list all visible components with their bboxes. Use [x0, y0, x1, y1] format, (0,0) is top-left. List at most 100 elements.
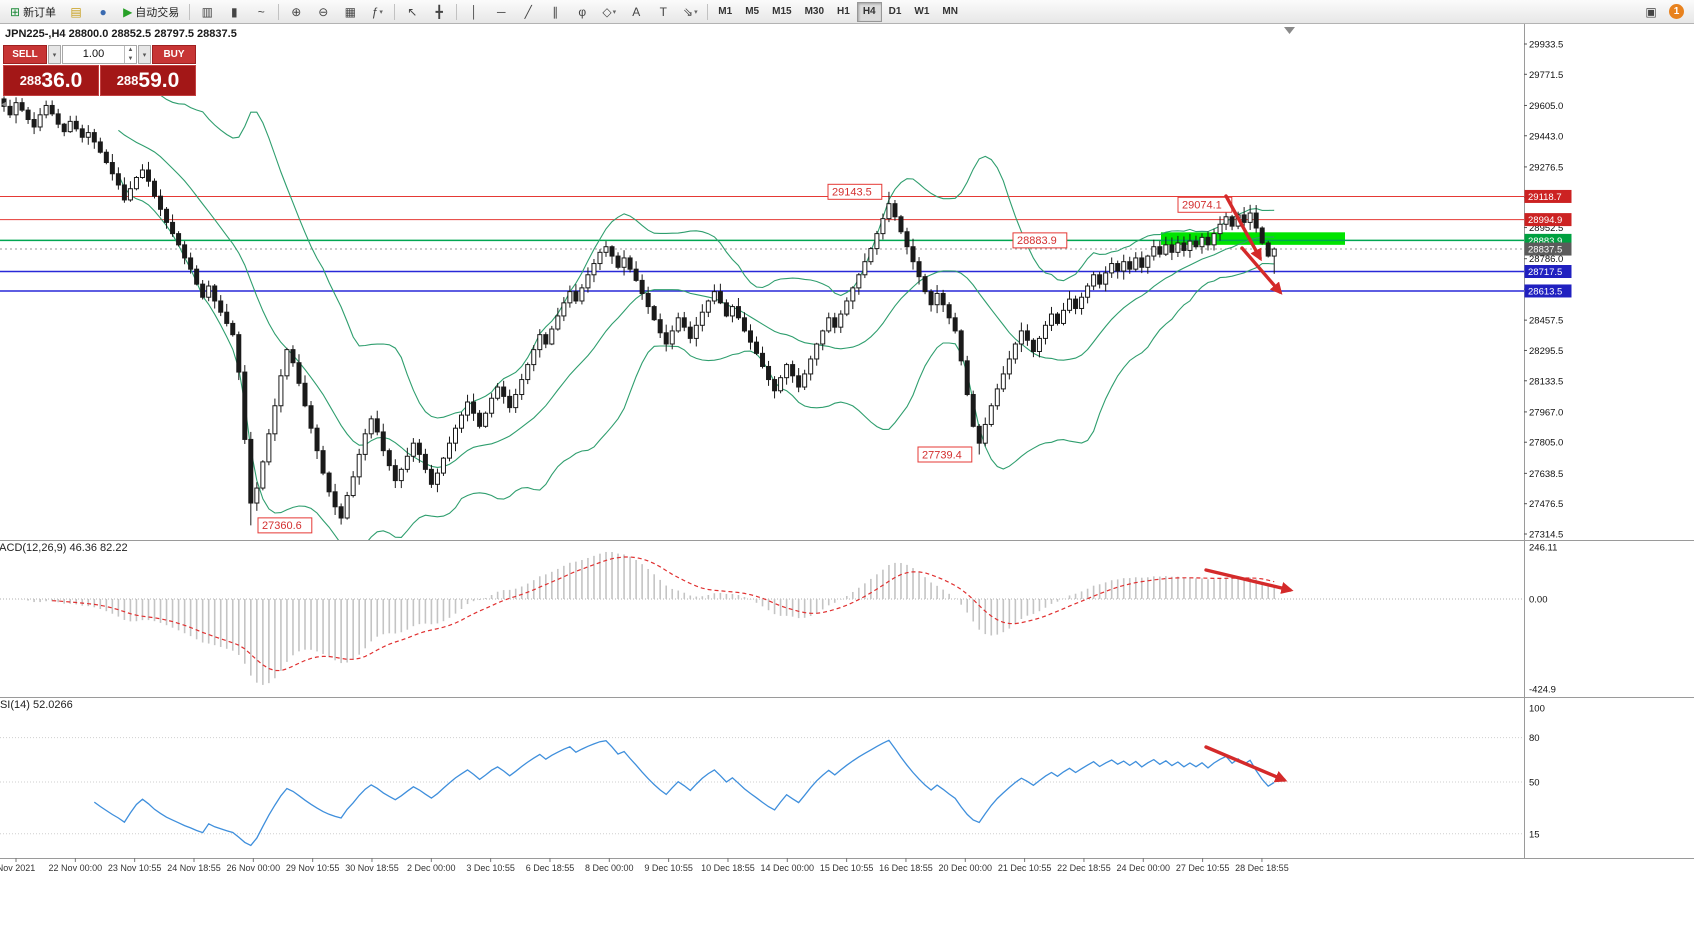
- svg-text:27360.6: 27360.6: [262, 520, 302, 532]
- svg-text:29276.5: 29276.5: [1529, 162, 1563, 173]
- arrows-tool-button[interactable]: ⇘ ▾: [677, 1, 703, 23]
- price-axis[interactable]: 29933.529771.529605.029443.029276.529114…: [1524, 40, 1572, 841]
- svg-text:30 Nov 18:55: 30 Nov 18:55: [345, 863, 399, 873]
- panel-separators: [0, 24, 1694, 859]
- chart-ohlc-title: JPN225-,H4 28800.0 28852.5 28797.5 28837…: [5, 28, 237, 40]
- svg-text:28295.5: 28295.5: [1529, 346, 1563, 357]
- sell-button[interactable]: SELL: [3, 45, 47, 64]
- svg-text:29 Nov 10:55: 29 Nov 10:55: [286, 863, 340, 873]
- ask-price-pips: 59.0: [138, 69, 180, 92]
- vertical-line-button[interactable]: │: [461, 1, 487, 23]
- panel-collapse-arrow[interactable]: ◂: [1, 99, 7, 110]
- timeframe-d1-button[interactable]: D1: [888, 6, 902, 17]
- cursor-icon: ↖: [407, 4, 418, 19]
- svg-text:27314.5: 27314.5: [1529, 530, 1563, 541]
- navigator-button[interactable]: ●: [90, 1, 116, 23]
- text-label-button[interactable]: T: [650, 1, 676, 23]
- timeframe-w1-button[interactable]: W1: [914, 6, 930, 17]
- bid-price-display[interactable]: 288 36.0: [3, 65, 99, 96]
- vertical-line-icon: │: [470, 4, 479, 19]
- candlestick-chart-button[interactable]: ▮: [221, 1, 247, 23]
- svg-text:24 Dec 00:00: 24 Dec 00:00: [1116, 863, 1170, 873]
- volume-stepper[interactable]: ▲ ▼: [124, 46, 136, 63]
- volume-value[interactable]: 1.00: [82, 48, 105, 60]
- zoom-in-button[interactable]: ⊕: [283, 1, 309, 23]
- chart-shift-marker[interactable]: [1284, 27, 1295, 34]
- bid-price-main: 288: [19, 73, 42, 88]
- time-axis[interactable]: Nov 2021 22 Nov 00:00 23 Nov 10:55 24 Nov 1…: [0, 858, 1289, 873]
- chevron-down-icon: ▾: [142, 51, 147, 59]
- bollinger-bands: [117, 81, 1275, 540]
- ask-price-main: 288: [116, 73, 139, 88]
- new-order-label: 新订单: [23, 6, 57, 19]
- svg-text:Nov 2021: Nov 2021: [0, 863, 35, 873]
- volume-field[interactable]: 1.00 ▲ ▼: [62, 45, 137, 64]
- text-icon: A: [632, 4, 641, 19]
- tile-windows-button[interactable]: ▦: [337, 1, 363, 23]
- svg-text:29143.5: 29143.5: [832, 187, 872, 199]
- shapes-button[interactable]: ◇ ▾: [596, 1, 622, 23]
- timeframe-h1-button[interactable]: H1: [837, 6, 850, 17]
- svg-text:29443.0: 29443.0: [1529, 131, 1563, 142]
- timeframe-m1-button[interactable]: M1: [718, 6, 733, 17]
- text-button[interactable]: A: [623, 1, 649, 23]
- svg-text:29933.5: 29933.5: [1529, 40, 1563, 51]
- chart-window-button[interactable]: ▣: [1638, 1, 1664, 23]
- autotrading-button[interactable]: ▶ 自动交易: [117, 1, 185, 23]
- trendline-button[interactable]: ╱: [515, 1, 541, 23]
- timeframe-h4-button[interactable]: H4: [856, 1, 882, 22]
- svg-text:29118.7: 29118.7: [1528, 192, 1562, 203]
- horizontal-line-icon: ─: [497, 4, 506, 19]
- svg-text:10 Dec 18:55: 10 Dec 18:55: [701, 863, 755, 873]
- line-chart-button[interactable]: ~: [248, 1, 274, 23]
- crosshair-button[interactable]: ╋: [426, 1, 452, 23]
- svg-text:6 Dec 18:55: 6 Dec 18:55: [526, 863, 575, 873]
- candlestick-series: [1, 96, 1277, 526]
- text-label-icon: T: [659, 4, 667, 19]
- fibonacci-button[interactable]: φ: [569, 1, 595, 23]
- notification-badge[interactable]: 1: [1669, 4, 1684, 19]
- navigator-icon: ●: [99, 4, 107, 19]
- sell-options-dropdown[interactable]: ▾: [48, 45, 61, 64]
- svg-text:29771.5: 29771.5: [1529, 70, 1563, 81]
- svg-text:28952.5: 28952.5: [1529, 223, 1563, 234]
- svg-text:14 Dec 00:00: 14 Dec 00:00: [761, 863, 815, 873]
- indicators-button[interactable]: ƒ ▾: [364, 1, 390, 23]
- toolbar-separator: [394, 3, 396, 20]
- timeframe-m30-button[interactable]: M30: [804, 6, 825, 17]
- trend-arrows: [1204, 194, 1294, 783]
- svg-text:27739.4: 27739.4: [922, 449, 962, 461]
- bar-chart-button[interactable]: ▥: [194, 1, 220, 23]
- bid-price-pips: 36.0: [41, 69, 83, 92]
- zoom-out-button[interactable]: ⊖: [310, 1, 336, 23]
- svg-text:28994.9: 28994.9: [1528, 215, 1562, 226]
- timeframe-mn-button[interactable]: MN: [942, 6, 958, 17]
- volume-up-icon[interactable]: ▲: [127, 47, 134, 53]
- buy-button[interactable]: BUY: [152, 45, 196, 64]
- channel-button[interactable]: ∥: [542, 1, 568, 23]
- volume-down-icon[interactable]: ▼: [127, 55, 134, 62]
- svg-text:27805.0: 27805.0: [1529, 438, 1563, 449]
- svg-text:28837.5: 28837.5: [1528, 245, 1562, 256]
- svg-text:28 Dec 18:55: 28 Dec 18:55: [1235, 863, 1289, 873]
- horizontal-line-button[interactable]: ─: [488, 1, 514, 23]
- market-watch-button[interactable]: ▤: [63, 1, 89, 23]
- svg-text:28883.9: 28883.9: [1017, 235, 1057, 247]
- ask-price-display[interactable]: 288 59.0: [100, 65, 196, 96]
- buy-options-dropdown[interactable]: ▾: [138, 45, 151, 64]
- svg-text:24 Nov 18:55: 24 Nov 18:55: [167, 863, 221, 873]
- cursor-button[interactable]: ↖: [399, 1, 425, 23]
- rsi-panel: [0, 737, 1524, 847]
- new-order-button[interactable]: ⊞ 新订单: [4, 1, 62, 23]
- svg-text:28786.0: 28786.0: [1529, 254, 1563, 265]
- autotrading-label: 自动交易: [135, 6, 180, 19]
- svg-text:20 Dec 00:00: 20 Dec 00:00: [939, 863, 993, 873]
- crosshair-icon: ╋: [435, 4, 443, 19]
- timeframe-m5-button[interactable]: M5: [745, 6, 760, 17]
- svg-text:2 Dec 00:00: 2 Dec 00:00: [407, 863, 456, 873]
- timeframe-m15-button[interactable]: M15: [772, 6, 792, 17]
- indicators-icon: ƒ: [371, 4, 379, 19]
- svg-text:21 Dec 10:55: 21 Dec 10:55: [998, 863, 1052, 873]
- svg-text:27476.5: 27476.5: [1529, 499, 1563, 510]
